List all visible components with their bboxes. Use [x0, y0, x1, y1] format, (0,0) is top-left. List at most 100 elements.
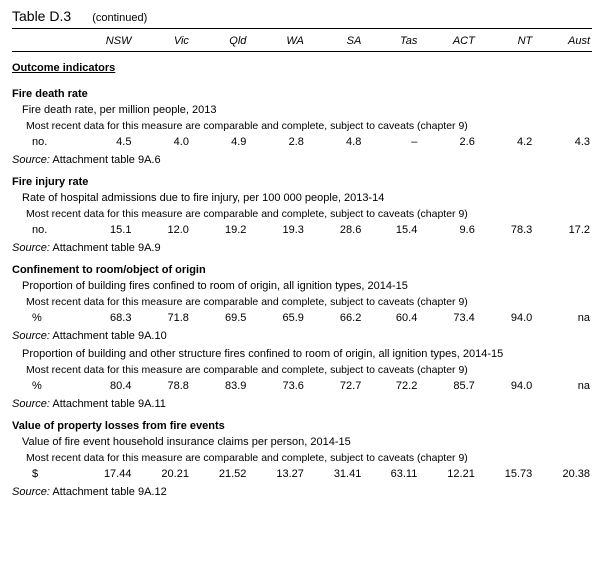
cell: 20.21 — [133, 466, 190, 482]
cell: 20.38 — [534, 466, 592, 482]
cell: 4.0 — [133, 134, 190, 150]
confinement-unit2: % — [12, 378, 76, 394]
cell: 60.4 — [363, 310, 419, 326]
cell: 94.0 — [477, 310, 534, 326]
data-table: NSW Vic Qld WA SA Tas ACT NT Aust Outcom… — [12, 31, 592, 502]
cell: 72.7 — [306, 378, 363, 394]
source-label: Source: — [12, 242, 50, 254]
cell: 71.8 — [133, 310, 190, 326]
col-tas: Tas — [363, 31, 419, 52]
fire-death-header: Fire death rate — [12, 82, 592, 102]
cell: 4.5 — [76, 134, 133, 150]
property-loss-note: Most recent data for this measure are co… — [12, 450, 592, 466]
cell: 2.8 — [248, 134, 305, 150]
col-wa: WA — [248, 31, 305, 52]
col-nt: NT — [477, 31, 534, 52]
confinement-note1: Most recent data for this measure are co… — [12, 294, 592, 310]
confinement-note2: Most recent data for this measure are co… — [12, 362, 592, 378]
confinement-unit1: % — [12, 310, 76, 326]
cell: 65.9 — [248, 310, 305, 326]
cell: 4.9 — [191, 134, 248, 150]
cell: 13.27 — [248, 466, 305, 482]
cell: 31.41 — [306, 466, 363, 482]
cell: 17.2 — [534, 222, 592, 238]
cell: 15.4 — [363, 222, 419, 238]
cell: 9.6 — [419, 222, 476, 238]
outcome-indicators-header: Outcome indicators — [12, 52, 592, 83]
col-blank — [12, 31, 76, 52]
source-value: Attachment table 9A.10 — [50, 330, 167, 342]
property-loss-desc: Value of fire event household insurance … — [12, 434, 592, 450]
fire-injury-row: no. 15.1 12.0 19.2 19.3 28.6 15.4 9.6 78… — [12, 222, 592, 238]
source-label: Source: — [12, 486, 50, 498]
property-loss-row: $ 17.44 20.21 21.52 13.27 31.41 63.11 12… — [12, 466, 592, 482]
confinement-row1: % 68.3 71.8 69.5 65.9 66.2 60.4 73.4 94.… — [12, 310, 592, 326]
col-qld: Qld — [191, 31, 248, 52]
fire-death-desc: Fire death rate, per million people, 201… — [12, 102, 592, 118]
cell: 19.3 — [248, 222, 305, 238]
fire-death-unit: no. — [12, 134, 76, 150]
cell: 2.6 — [419, 134, 476, 150]
property-loss-header: Value of property losses from fire event… — [12, 414, 592, 434]
cell: 12.0 — [133, 222, 190, 238]
continued-label: (continued) — [92, 12, 147, 24]
table-title: Table D.3 — [12, 8, 71, 24]
confinement-desc1: Proportion of building fires confined to… — [12, 278, 592, 294]
header-row: NSW Vic Qld WA SA Tas ACT NT Aust — [12, 31, 592, 52]
cell: 78.3 — [477, 222, 534, 238]
fire-death-source: Source: Attachment table 9A.6 — [12, 150, 592, 170]
cell: 4.8 — [306, 134, 363, 150]
cell: 78.8 — [133, 378, 190, 394]
cell: 73.4 — [419, 310, 476, 326]
fire-injury-note: Most recent data for this measure are co… — [12, 206, 592, 222]
source-label: Source: — [12, 398, 50, 410]
confinement-source1: Source: Attachment table 9A.10 — [12, 326, 592, 346]
cell: 80.4 — [76, 378, 133, 394]
cell: 4.3 — [534, 134, 592, 150]
cell: 73.6 — [248, 378, 305, 394]
fire-injury-desc: Rate of hospital admissions due to fire … — [12, 190, 592, 206]
cell: 19.2 — [191, 222, 248, 238]
cell: 63.11 — [363, 466, 419, 482]
cell: 69.5 — [191, 310, 248, 326]
confinement-desc2: Proportion of building and other structu… — [12, 346, 592, 362]
col-aust: Aust — [534, 31, 592, 52]
col-nsw: NSW — [76, 31, 133, 52]
cell: na — [534, 310, 592, 326]
fire-injury-unit: no. — [12, 222, 76, 238]
fire-injury-header: Fire injury rate — [12, 170, 592, 190]
col-act: ACT — [419, 31, 476, 52]
fire-death-row: no. 4.5 4.0 4.9 2.8 4.8 – 2.6 4.2 4.3 — [12, 134, 592, 150]
cell: 94.0 — [477, 378, 534, 394]
cell: 15.1 — [76, 222, 133, 238]
source-label: Source: — [12, 330, 50, 342]
source-value: Attachment table 9A.12 — [50, 486, 167, 498]
cell: 17.44 — [76, 466, 133, 482]
col-vic: Vic — [133, 31, 190, 52]
source-value: Attachment table 9A.11 — [50, 398, 166, 410]
source-label: Source: — [12, 154, 50, 166]
property-loss-unit: $ — [12, 466, 76, 482]
cell: – — [363, 134, 419, 150]
cell: 12.21 — [419, 466, 476, 482]
source-value: Attachment table 9A.9 — [50, 242, 161, 254]
property-loss-source: Source: Attachment table 9A.12 — [12, 482, 592, 502]
confinement-row2: % 80.4 78.8 83.9 73.6 72.7 72.2 85.7 94.… — [12, 378, 592, 394]
fire-death-note: Most recent data for this measure are co… — [12, 118, 592, 134]
cell: 68.3 — [76, 310, 133, 326]
cell: 28.6 — [306, 222, 363, 238]
cell: 85.7 — [419, 378, 476, 394]
cell: 4.2 — [477, 134, 534, 150]
fire-injury-source: Source: Attachment table 9A.9 — [12, 238, 592, 258]
cell: 72.2 — [363, 378, 419, 394]
cell: 21.52 — [191, 466, 248, 482]
confinement-header: Confinement to room/object of origin — [12, 258, 592, 278]
cell: 66.2 — [306, 310, 363, 326]
table-title-row: Table D.3 (continued) — [12, 8, 592, 29]
source-value: Attachment table 9A.6 — [50, 154, 161, 166]
confinement-source2: Source: Attachment table 9A.11 — [12, 394, 592, 414]
cell: na — [534, 378, 592, 394]
col-sa: SA — [306, 31, 363, 52]
cell: 83.9 — [191, 378, 248, 394]
cell: 15.73 — [477, 466, 534, 482]
